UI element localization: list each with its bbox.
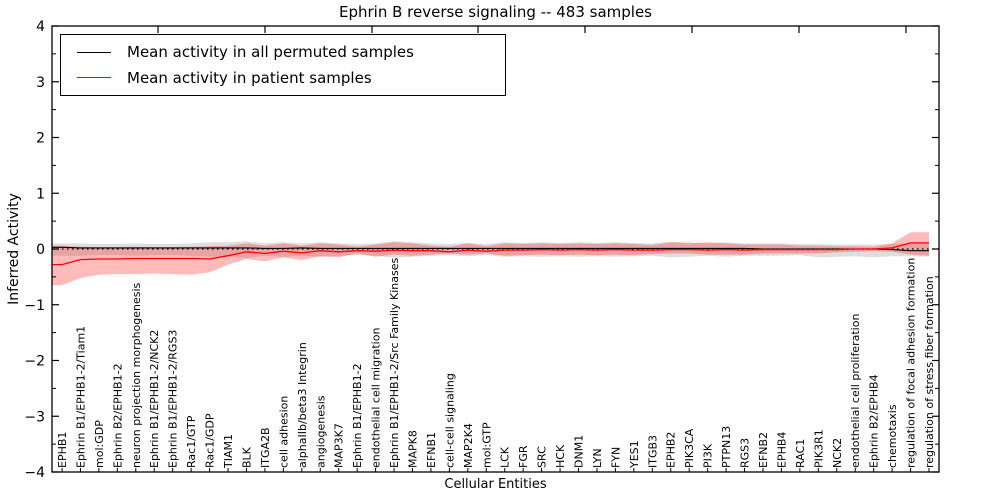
x-tick-label: PIK3R1 [812,429,825,468]
x-tick-label: Ephrin B2/EPHB1-2 [111,363,124,468]
x-tick-label: PI3K [702,443,715,468]
x-tick-label: neuron projection morphogenesis [130,282,143,468]
y-tick-label: 3 [36,75,45,91]
x-tick-label: cell adhesion [277,396,290,468]
permuted-line-swatch [77,51,111,53]
x-tick-label: endothelial cell migration [370,328,383,468]
x-axis-label: Cellular Entities [444,477,547,492]
x-tick-label: ITGA2B [259,427,272,468]
x-tick-label: Ephrin B1/EPHB1-2/NCK2 [148,330,161,468]
x-tick-label: endothelial cell proliferation [849,314,862,468]
x-tick-label: Ephrin B1/EPHB1-2/Tiam1 [74,326,87,468]
legend-label-permuted: Mean activity in all permuted samples [127,43,414,61]
x-tick-label: HCK [554,444,567,468]
x-tick-label: EFNB1 [425,432,438,468]
x-tick-label: SRC [536,446,549,468]
y-tick-label: −3 [24,409,45,425]
legend-entry-patient: Mean activity in patient samples [77,68,505,87]
y-tick-label: −2 [24,354,45,370]
x-tick-label: mol:GTP [480,422,493,468]
x-tick-label: cell-cell signaling [443,373,456,468]
x-tick-label: MAP2K4 [462,423,475,468]
chart-title: Ephrin B reverse signaling -- 483 sample… [338,3,652,21]
x-tick-label: chemotaxis [886,404,899,468]
x-tick-label: NCK2 [831,438,844,468]
patient-line-swatch [77,77,111,79]
x-tick-label: Rac1/GTP [185,415,198,468]
x-tick-label: EPHB4 [775,432,788,468]
x-tick-label: TIAM1 [222,434,235,469]
legend-label-patient: Mean activity in patient samples [127,68,372,87]
x-tick-label: regulation of stress fiber formation [923,276,936,468]
x-tick-label: LCK [499,446,512,468]
x-tick-label: MAPK8 [407,430,420,468]
x-tick-label: MAP3K7 [333,423,346,468]
y-tick-label: 1 [36,186,45,202]
y-tick-label: 2 [36,131,45,147]
x-tick-label: PTPN13 [720,426,733,468]
x-tick-label: alphaIIb/beta3 Integrin [296,342,309,468]
x-tick-label: FYN [609,447,622,468]
x-tick-label: Ephrin B1/EPHB1-2/Src Family Kinases [388,258,401,468]
patient-std-band [52,232,929,286]
legend: Mean activity in all permuted samples Me… [60,34,506,96]
x-tick-label: DNM1 [573,435,586,468]
x-tick-label: EPHB2 [665,432,678,468]
permuted-std-band [52,241,929,258]
x-tick-label: LYN [591,448,604,468]
x-tick-label: ITGB3 [646,435,659,468]
x-tick-label: YES1 [628,440,641,469]
x-tick-label: BLK [241,446,254,468]
legend-entry-permuted: Mean activity in all permuted samples [77,44,505,61]
y-tick-label: −4 [24,465,45,481]
x-tick-label: mol:GDP [93,420,106,468]
y-tick-label: 4 [36,19,45,35]
x-tick-label: Ephrin B2/EPHB4 [868,374,881,468]
y-tick-label: 0 [36,242,45,258]
x-tick-label: Ephrin B1/EPHB1-2/RGS3 [167,330,180,468]
x-tick-label: RGS3 [739,438,752,468]
x-tick-label: RAC1 [794,439,807,468]
x-tick-label: regulation of focal adhesion formation [905,258,918,468]
y-tick-label: −1 [24,298,45,314]
x-tick-label: angiogenesis [314,395,327,468]
x-tick-label: EFNB2 [757,432,770,468]
x-tick-label: EPHB1 [56,432,69,468]
x-tick-label: Ephrin B1/EPHB1-2 [351,363,364,468]
x-tick-label: Rac1/GDP [204,413,217,468]
x-tick-label: FGR [517,445,530,468]
x-tick-label: PIK3CA [683,428,696,468]
patient-mean-line [52,242,929,266]
